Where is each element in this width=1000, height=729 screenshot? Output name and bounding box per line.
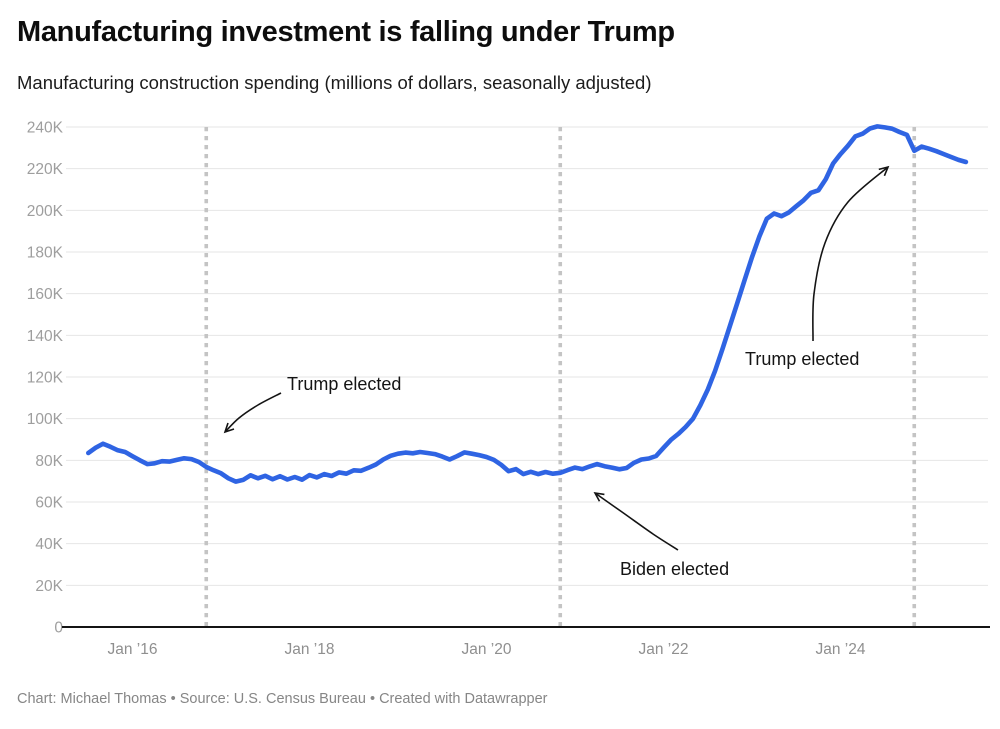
event-lines: [204, 127, 917, 627]
y-tick-label: 120K: [27, 370, 64, 387]
y-tick-label: 0: [54, 620, 63, 637]
y-tick-label: 200K: [27, 203, 64, 220]
y-axis-labels: 0 20K 40K 60K 80K 100K 120K 140K 160K 180K 200K 220…: [27, 120, 64, 637]
y-tick-label: 220K: [27, 161, 64, 178]
y-tick-label: 240K: [27, 120, 64, 137]
annotation-arrow: [224, 392, 282, 433]
annotation-arrowhead: [593, 491, 605, 502]
x-tick-label: Jan ’16: [108, 641, 158, 658]
x-axis: Jan ’16 Jan ’18 Jan ’20 Jan ’22 Jan ’24: [62, 626, 990, 658]
annotations: Trump elected Biden elected Trump elected: [223, 165, 890, 579]
spending-data-line: [86, 124, 969, 484]
y-tick-label: 80K: [35, 453, 63, 470]
y-tick-label: 140K: [27, 328, 64, 345]
y-tick-label: 100K: [27, 411, 64, 428]
annotation-arrowhead: [878, 165, 890, 177]
y-tick-label: 160K: [27, 286, 64, 303]
x-tick-label: Jan ’18: [285, 641, 335, 658]
x-tick-label: Jan ’22: [639, 641, 689, 658]
annotation-label: Trump elected: [745, 349, 859, 369]
y-tick-label: 180K: [27, 245, 64, 262]
chart-subtitle: Manufacturing construction spending (mil…: [17, 72, 652, 93]
annotation-label: Trump elected: [287, 374, 401, 394]
chart-title: Manufacturing investment is falling unde…: [17, 16, 675, 48]
x-tick-label: Jan ’24: [816, 641, 866, 658]
annotation-label: Biden elected: [620, 559, 729, 579]
gridlines: [66, 126, 988, 586]
y-tick-label: 40K: [35, 536, 63, 553]
data-series: [86, 124, 969, 484]
y-tick-label: 20K: [35, 578, 63, 595]
x-tick-label: Jan ’20: [462, 641, 512, 658]
chart-footer: Chart: Michael Thomas • Source: U.S. Cen…: [17, 691, 548, 707]
annotation-arrowhead: [223, 422, 235, 434]
annotation-arrow: [594, 492, 679, 551]
annotation-arrow: [812, 166, 889, 342]
y-tick-label: 60K: [35, 495, 63, 512]
